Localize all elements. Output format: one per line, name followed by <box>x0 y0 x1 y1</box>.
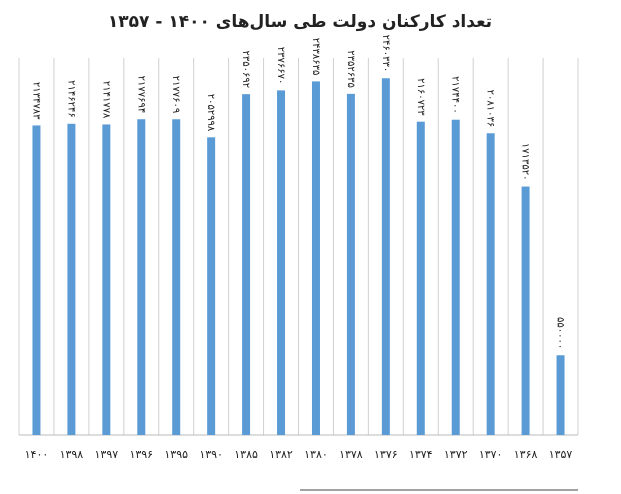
value-label: ۲۳۷۶۶۷۰ <box>275 47 286 85</box>
chart-title: تعداد کارکنان دولت طی سال‌های ۱۴۰۰ - ۱۳۵… <box>108 12 492 32</box>
x-tick-label: ۱۳۹۶ <box>129 448 153 461</box>
bar <box>486 133 495 435</box>
value-label: ۲۱۷۷۶۹۴ <box>135 76 146 114</box>
value-label: ۲۳۵۰۶۹۲ <box>240 51 251 89</box>
x-tick-label: ۱۳۸۰ <box>304 448 328 461</box>
value-label: ۲۱۳۴۷۸۳ <box>30 82 41 120</box>
x-tick-label: ۱۳۷۸ <box>339 448 363 461</box>
bar <box>32 125 41 435</box>
bar <box>67 123 76 436</box>
value-label: ۲۳۵۲۶۳۵ <box>345 50 356 88</box>
bar <box>137 119 146 435</box>
value-label: ۲۱۷۷۶۰۹ <box>170 76 181 114</box>
x-tick-label: ۱۳۹۷ <box>95 448 119 461</box>
bar <box>311 81 320 436</box>
bar <box>451 119 460 435</box>
value-label: ۲۴۶۰۳۳۰ <box>380 35 391 73</box>
x-tick-label: ۱۳۷۶ <box>374 448 398 461</box>
x-tick-label: ۱۳۹۵ <box>164 448 188 461</box>
x-tick-label: ۱۳۷۴ <box>409 448 433 461</box>
x-tick-label: ۱۳۵۷ <box>549 448 573 461</box>
x-tick-label: ۱۳۸۲ <box>269 448 293 461</box>
value-label: ۲۰۸۱۰۳۶ <box>485 90 496 128</box>
value-label: ۲۱۶۰۷۲۳ <box>415 78 426 116</box>
bar <box>207 137 216 435</box>
x-tick-label: ۱۳۹۸ <box>60 448 84 461</box>
value-label: ۲۱۴۶۲۴۶ <box>65 80 76 118</box>
value-label: ۲۴۳۸۶۳۵ <box>310 38 321 76</box>
value-label: ۲۱۷۴۴۰۰ <box>450 76 461 114</box>
bar <box>242 94 251 435</box>
bar <box>381 78 390 436</box>
bar <box>102 124 111 435</box>
bar <box>346 93 355 436</box>
x-tick-label: ۱۳۶۸ <box>514 448 538 461</box>
x-tick-label: ۱۳۷۰ <box>479 448 503 461</box>
bar <box>556 355 565 435</box>
x-tick-label: ۱۳۹۰ <box>199 448 223 461</box>
x-tick-label: ۱۳۷۲ <box>444 448 468 461</box>
value-label: ۲۰۵۲۹۹۸ <box>205 94 216 132</box>
value-label: ۵۵۰۰۰۰ <box>555 317 566 349</box>
bar <box>277 90 286 436</box>
bar <box>172 119 181 435</box>
value-label: ۱۷۱۳۵۲۰ <box>520 143 531 181</box>
x-tick-label: ۱۳۸۵ <box>234 448 258 461</box>
bar <box>521 186 530 435</box>
value-label: ۲۱۴۱۷۷۸ <box>100 81 111 119</box>
bar <box>416 121 425 436</box>
x-tick-label: ۱۴۰۰ <box>25 448 49 461</box>
